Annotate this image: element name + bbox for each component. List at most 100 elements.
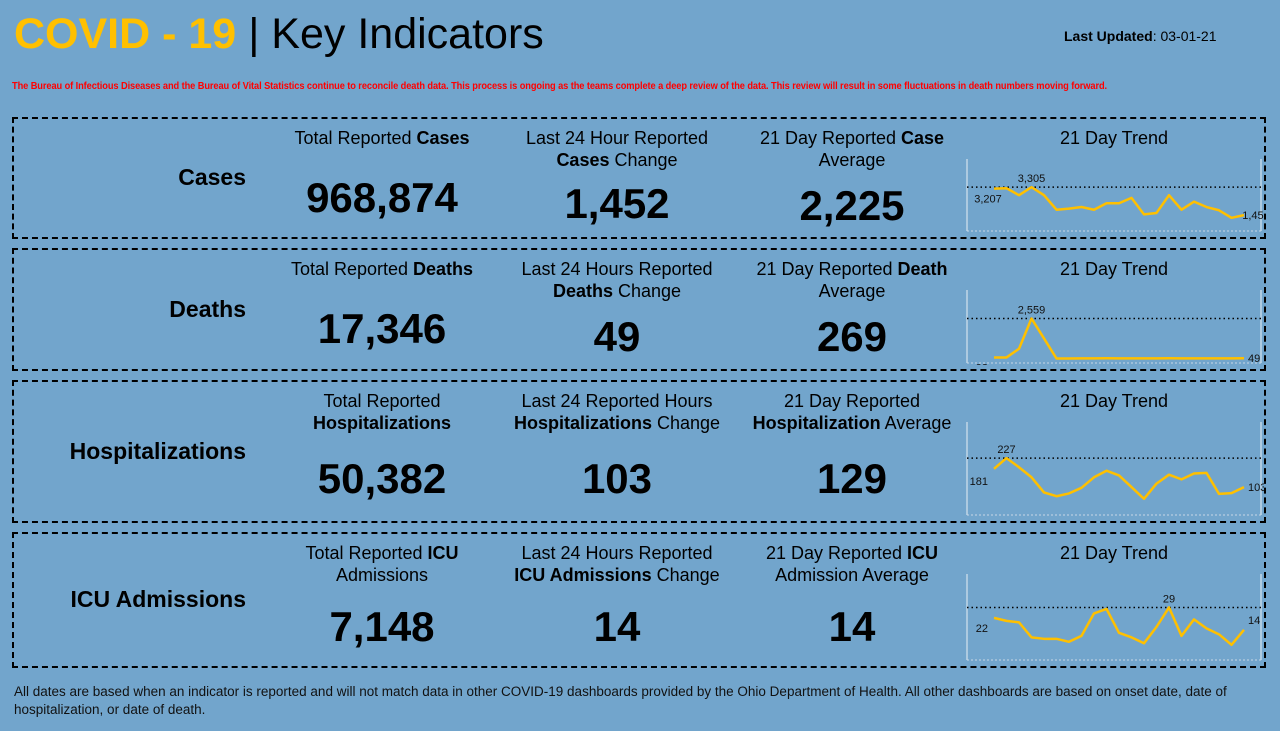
metric-value-wrap: 7,148 [267,604,497,650]
metric-heading: 21 Day Reported Hospitalization Average [737,390,967,434]
row-label: ICU Admissions [70,586,246,612]
heading-text: 21 Day Reported [759,128,902,148]
metric-change: Last 24 Hour Reported Cases Change [502,127,732,171]
row-label: Cases [178,164,246,190]
heading-text: Average [818,150,886,170]
trend-chart: 21 Day Trend 3,207 3,305 1,452 [964,127,1264,237]
metric-value: 49 [593,313,641,360]
heading-bold: Death [897,259,948,279]
trend-title: 21 Day Trend [1059,391,1169,411]
heading-text: Last 24 Hour Reported [525,128,709,148]
heading-bold: ICU [907,543,939,563]
page-title: COVID - 19 | Key Indicators [14,10,544,59]
last-updated-label: Last Updated [1064,28,1153,44]
trend-title: 21 Day Trend [1059,259,1169,279]
heading-text: Last 24 Reported Hours [521,391,713,411]
heading-text: Total Reported [323,391,441,411]
first-value-label: 22 [976,623,988,635]
metric-value: 14 [593,603,641,650]
last-updated-value: : 03-01-21 [1152,28,1217,44]
metric-heading: Last 24 Reported Hours Hospitalizations C… [502,390,732,434]
metric-value-wrap: 14 [737,604,967,650]
metric-value: 7,148 [329,603,435,650]
footer-note: All dates are based when an indicator is… [14,684,1227,717]
metric-value-wrap: 17,346 [267,306,497,352]
metric-value: 50,382 [317,455,447,502]
metric-value-wrap: 49 [502,314,732,360]
trend-line [993,456,1245,501]
metric-value-wrap: 968,874 [267,175,497,221]
last-updated: Last Updated: 03-01-21 [1064,28,1217,44]
metric-value: 1,452 [564,180,670,227]
max-value-label: 227 [997,444,1015,456]
panel-hospitalizations: Hospitalizations Total Reported Hospitali… [12,380,1266,523]
row-label: Hospitalizations [69,437,246,464]
metric-value: 269 [816,313,888,360]
panel-cases: Cases Total Reported Cases 968,874 Last … [12,117,1266,239]
metric-avg: 21 Day Reported ICU Admission Average [737,542,967,586]
metric-heading: Total Reported Deaths [267,258,497,280]
heading-text: Total Reported [305,543,428,563]
panel-deaths: Deaths Total Reported Deaths 17,346 Last… [12,248,1266,371]
metric-heading: 21 Day Reported Death Average [737,258,967,302]
metric-heading: 21 Day Reported Case Average [737,127,967,171]
metric-avg: 21 Day Reported Death Average [737,258,967,302]
metric-value-wrap: 2,225 [737,183,967,229]
heading-text: 21 Day Reported [756,259,898,279]
trend-chart: 21 Day Trend 98 2,559 49 [964,258,1264,369]
trend-chart: 21 Day Trend 22 29 14 [964,542,1264,666]
death-data-notice: The Bureau of Infectious Diseases and th… [12,81,1108,92]
metric-change: Last 24 Hours Reported Deaths Change [502,258,732,302]
heading-text: Last 24 Hours Reported [521,543,713,563]
metric-heading: Total Reported Hospitalizations [267,390,497,434]
metric-change: Last 24 Reported Hours Hospitalizations C… [502,390,732,434]
heading-text: Last 24 Hours Reported [521,259,713,279]
row-label: Deaths [169,295,246,322]
metric-heading: 21 Day Reported ICU Admission Average [737,542,967,586]
sparkline: 98 2,559 49 [966,290,1262,365]
max-value-label: 2,559 [1018,305,1046,317]
max-value-label: 3,305 [1018,173,1046,185]
heading-text: Change [651,413,721,433]
metric-avg: 21 Day Reported Hospitalization Average [737,390,967,434]
sparkline: 3,207 3,305 1,452 [966,159,1264,232]
heading-bold: ICU Admissions [514,565,652,585]
metric-value: 2,225 [799,182,905,229]
panel-icu-admissions: ICU Admissions Total Reported ICU Admissi… [12,532,1266,668]
metric-heading: Last 24 Hours Reported ICU Admissions Cha… [502,542,732,586]
metric-value-wrap: 1,452 [502,181,732,227]
trend-chart: 21 Day Trend 181 227 103 [964,390,1264,521]
max-value-label: 29 [1163,593,1175,605]
heading-text: Total Reported [294,128,417,148]
metric-value: 129 [816,455,888,502]
metric-value-wrap: 269 [737,314,967,360]
metric-heading: Last 24 Hour Reported Cases Change [502,127,732,171]
metric-total: Total Reported ICU Admissions [267,542,497,586]
metric-value: 968,874 [306,174,458,221]
sparkline: 181 227 103 [966,422,1264,516]
last-value-label: 14 [1248,615,1260,627]
heading-text: Total Reported [290,259,414,279]
metric-value-wrap: 50,382 [267,456,497,502]
heading-bold: Deaths [413,259,474,279]
trend-title: 21 Day Trend [1059,543,1169,563]
title-highlight: COVID - 19 [14,10,237,58]
heading-text: 21 Day Reported [765,543,908,563]
metric-heading: Total Reported ICU Admissions [267,542,497,586]
heading-bold: Cases [556,150,610,170]
heading-bold: Cases [416,128,470,148]
heading-bold: Hospitalization [752,413,881,433]
trend-line [993,185,1245,220]
heading-bold: Hospitalizations [312,413,451,433]
heading-bold: ICU [427,543,459,563]
metric-value-wrap: 14 [502,604,732,650]
last-value-label: 103 [1248,482,1264,494]
last-value-label: 1,452 [1242,210,1264,222]
heading-text: Average [818,281,886,301]
heading-text: Average [880,413,952,433]
metric-heading: Total Reported Cases [267,127,497,149]
heading-text: Change [612,281,682,301]
first-value-label: 3,207 [974,194,1002,206]
metric-total: Total Reported Deaths [267,258,497,280]
heading-bold: Hospitalizations [513,413,652,433]
